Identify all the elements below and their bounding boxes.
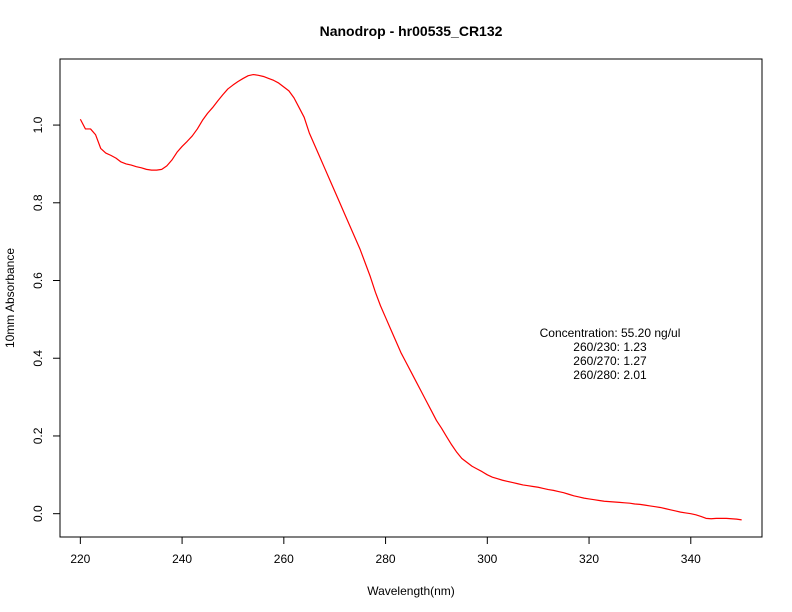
absorbance-line-0 xyxy=(79,73,742,521)
y-tick-label: 0.0 xyxy=(31,505,45,522)
x-axis: 220 240 260 280 300 320 340 xyxy=(70,536,701,566)
x-tick-label: 220 xyxy=(70,552,90,566)
y-tick-label: 1.0 xyxy=(31,116,45,133)
x-tick-label: 260 xyxy=(274,552,294,566)
x-tick-label: 280 xyxy=(376,552,396,566)
y-axis: 0.0 0.2 0.4 0.6 0.8 1.0 xyxy=(31,116,61,522)
chart-title: Nanodrop - hr00535_CR132 xyxy=(320,23,503,39)
series-layer xyxy=(79,73,742,521)
annotation-line: 260/280: 2.01 xyxy=(573,368,647,382)
annotation-line: Concentration: 55.20 ng/ul xyxy=(540,326,681,340)
x-tick-label: 240 xyxy=(172,552,192,566)
y-axis-label: 10mm Absorbance xyxy=(3,248,17,348)
annotation-line: 260/230: 1.23 xyxy=(573,340,647,354)
x-tick-label: 300 xyxy=(477,552,497,566)
y-tick-label: 0.2 xyxy=(31,427,45,444)
y-tick-label: 0.8 xyxy=(31,194,45,211)
y-tick-label: 0.6 xyxy=(31,272,45,289)
plot-box xyxy=(59,58,763,538)
x-tick-label: 340 xyxy=(681,552,701,566)
x-tick-label: 320 xyxy=(579,552,599,566)
x-axis-label: Wavelength(nm) xyxy=(367,584,455,598)
y-tick-label: 0.4 xyxy=(31,350,45,367)
annotation-line: 260/270: 1.27 xyxy=(573,354,647,368)
